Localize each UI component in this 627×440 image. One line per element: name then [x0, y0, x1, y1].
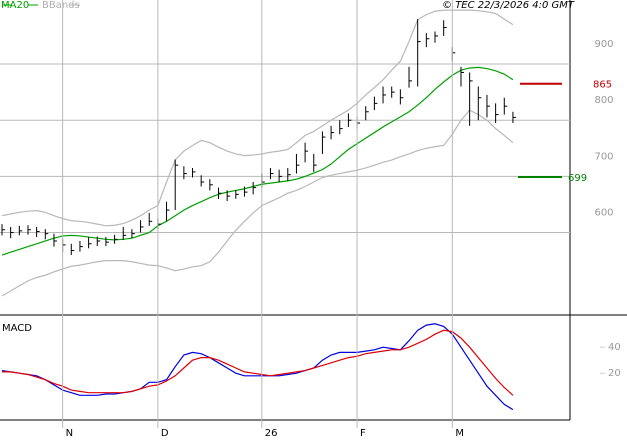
macd-line [2, 329, 514, 396]
macd-line [1, 323, 514, 411]
x-tick-label: F [360, 428, 366, 439]
panel-title: MACD [2, 323, 32, 334]
level-label: 865 [593, 80, 612, 91]
x-tick-label: D [161, 428, 169, 439]
y-tick-label: 20 [608, 368, 621, 379]
y-tick-label: 700 [594, 151, 613, 162]
legend-bbands: BBands [42, 0, 80, 11]
credit: © TEC 22/3/2026 4:0 GMT [442, 0, 575, 11]
bband-lower [1, 109, 514, 297]
y-tick-label: 800 [594, 95, 613, 106]
y-tick-label: 900 [594, 39, 613, 50]
legend-ma: MA20 [1, 0, 29, 11]
y-tick-label: 40 [608, 342, 621, 353]
level-label: 699 [568, 173, 587, 184]
y-tick-label: 600 [594, 208, 613, 219]
bband-upper [1, 9, 514, 227]
x-tick-label: M [455, 428, 464, 439]
x-tick-label: 26 [265, 428, 278, 439]
ma-line [1, 66, 514, 256]
x-tick-label: N [66, 428, 73, 439]
